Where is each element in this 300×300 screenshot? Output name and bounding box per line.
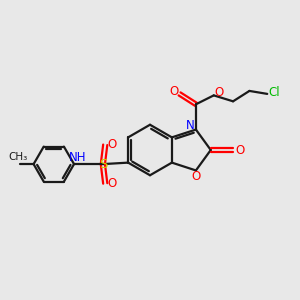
Text: O: O: [107, 138, 116, 151]
Text: CH₃: CH₃: [8, 152, 28, 162]
Text: S: S: [99, 158, 107, 171]
Text: O: O: [107, 177, 116, 190]
Text: NH: NH: [69, 151, 86, 164]
Text: N: N: [186, 118, 195, 132]
Text: O: O: [169, 85, 179, 98]
Text: O: O: [191, 170, 200, 184]
Text: Cl: Cl: [269, 86, 280, 99]
Text: O: O: [214, 86, 224, 99]
Text: O: O: [235, 143, 244, 157]
